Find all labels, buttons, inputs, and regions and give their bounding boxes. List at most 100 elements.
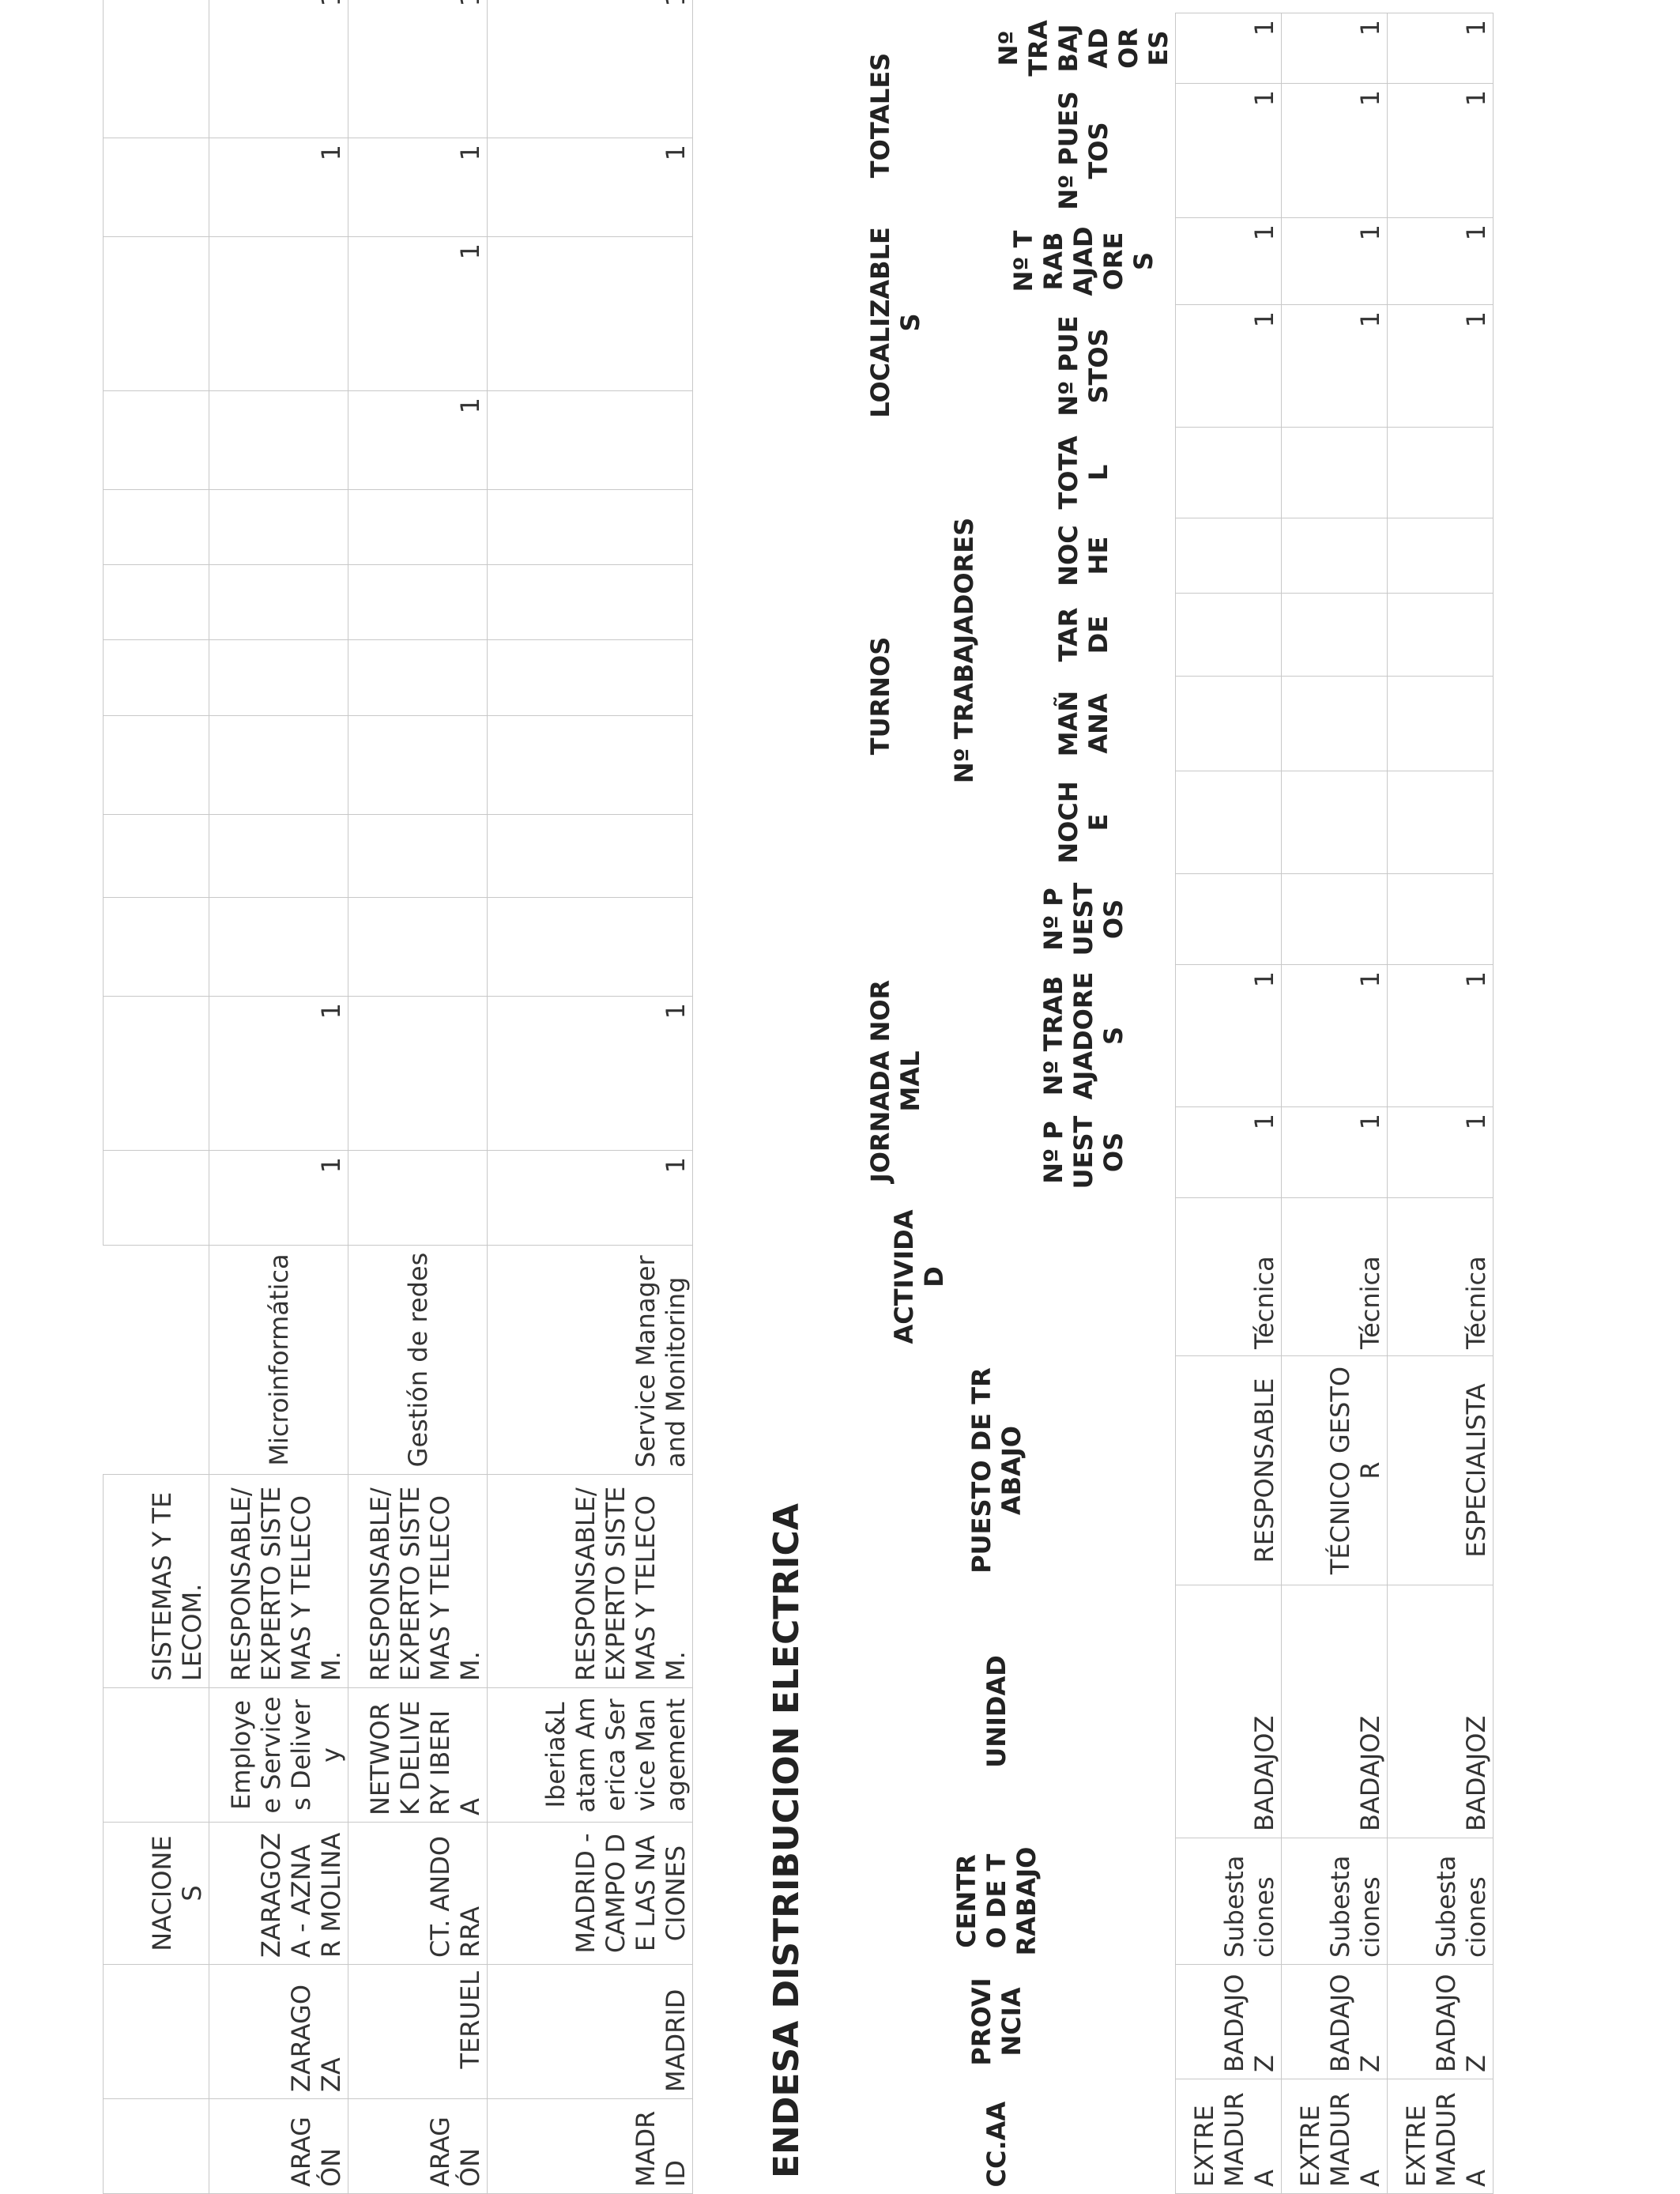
section-title: ENDESA DISTRIBUCION ELECTRICA (767, 1503, 807, 2178)
value-cell: 1 (348, 138, 488, 237)
value-cell: 1 (1387, 217, 1494, 305)
region-cell: MADRID (487, 2098, 693, 2194)
value-cell (1175, 518, 1282, 594)
value-cell (1281, 518, 1388, 594)
value-cell: 1 (1175, 217, 1282, 305)
province-cell (103, 1964, 209, 2099)
value-cell: 1 (1387, 83, 1494, 218)
header-trabajadores: Nº TRABAJADORES (949, 517, 979, 784)
value-cell (1281, 427, 1388, 518)
value-cell: 1 (1175, 1106, 1282, 1198)
unit-cell: NETWORK DELIVERY IBERIA (348, 1687, 488, 1823)
value-cell: 1 (209, 996, 348, 1151)
bottom-table-row: EXTREMADURA BADAJOZ Subestaciones BADAJO… (1175, 13, 1282, 2194)
value-cell (209, 489, 348, 565)
value-cell (103, 1150, 209, 1246)
region-cell (103, 2098, 209, 2194)
value-cell: 1 (348, 236, 488, 391)
value-cell: 1 (1281, 1106, 1388, 1198)
value-cell: 1 (1387, 304, 1494, 428)
value-cell (209, 897, 348, 997)
value-cell: 1 (348, 0, 488, 138)
bottom-table-row: EXTREMADURA BADAJOZ Subestaciones BADAJO… (1387, 13, 1494, 2194)
value-cell: 1 (1281, 304, 1388, 428)
top-table-row: NACIONES SISTEMAS Y TELECOM. (103, 0, 209, 2194)
provincia-cell: BADAJOZ (1387, 1964, 1494, 2079)
value-cell (487, 390, 693, 490)
centro-cell: Subestaciones (1387, 1838, 1494, 1965)
value-cell (1175, 427, 1282, 518)
position-cell: RESPONSABLE/EXPERTO SISTEMAS Y TELECOM. (348, 1474, 488, 1688)
activity-cell (104, 1246, 209, 1475)
province-cell: ZARAGOZA (209, 1964, 348, 2099)
activity-cell: Gestión de redes (348, 1245, 488, 1475)
value-cell (348, 715, 488, 815)
header-n-puestos: Nº PUESTOS (1053, 91, 1113, 210)
value-cell: 1 (487, 138, 693, 237)
value-cell (348, 996, 488, 1151)
header-n-trabajadores: Nº TRABAJADORES (993, 20, 1173, 77)
top-table: NACIONES SISTEMAS Y TELECOM. ARAGÓN ZARA… (103, 0, 693, 2194)
value-cell (1175, 593, 1282, 677)
unit-cell: Iberia&Latam America Service Management (487, 1687, 693, 1823)
provincia-cell: BADAJOZ (1281, 1964, 1388, 2079)
header-spacer (936, 13, 992, 428)
top-table-row: ARAGÓN TERUEL CT. ANDORRA NETWORK DELIVE… (348, 0, 488, 2194)
value-cell: 1 (209, 1150, 348, 1246)
header-unidad: UNIDAD (981, 1655, 1011, 1768)
unit-cell (103, 1687, 209, 1823)
value-cell (1387, 676, 1494, 771)
value-cell (209, 390, 348, 490)
value-cell (348, 1150, 488, 1246)
value-cell: 1 (1175, 304, 1282, 428)
value-cell: 1 (1175, 13, 1282, 84)
provincia-cell: BADAJOZ (1175, 1964, 1282, 2079)
unidad-cell: BADAJOZ (1387, 1585, 1494, 1838)
value-cell (103, 715, 209, 815)
value-cell (1175, 771, 1282, 874)
value-cell (103, 489, 209, 565)
value-cell (487, 897, 693, 997)
value-cell (1387, 427, 1494, 518)
value-cell (487, 715, 693, 815)
value-cell (348, 814, 488, 898)
header-jornada: JORNADA NORMAL (865, 979, 925, 1183)
value-cell: 1 (487, 996, 693, 1151)
header-noche: NOCHE (1053, 781, 1113, 864)
value-cell: 1 (1281, 217, 1388, 305)
top-table-row: ARAGÓN ZARAGOZA ZARAGOZA - AZNAR MOLINA … (209, 0, 348, 2194)
value-cell: 1 (348, 390, 488, 490)
header-spacer (936, 873, 992, 964)
bottom-table-row: EXTREMADURA BADAJOZ Subestaciones BADAJO… (1281, 13, 1388, 2194)
value-cell (1387, 771, 1494, 874)
center-cell: MADRID - CAMPO DE LAS NACIONES (487, 1822, 693, 1965)
header-puesto: PUESTO DE TRABAJO (966, 1367, 1026, 1574)
header-n-puestos: Nº PUESTOS (1038, 1115, 1128, 1189)
value-cell (487, 639, 693, 716)
ccaa-cell: EXTREMADURA (1281, 2079, 1388, 2194)
header-n-trabajadores: Nº TRABAJADORES (1038, 971, 1128, 1100)
value-cell (103, 814, 209, 898)
ccaa-cell: EXTREMADURA (1387, 2079, 1494, 2194)
value-cell (487, 236, 693, 391)
header-total: TOTAL (1053, 435, 1113, 510)
unidad-cell: BADAJOZ (1281, 1585, 1388, 1838)
value-cell: 1 (1281, 13, 1388, 84)
value-cell: 1 (1387, 13, 1494, 84)
value-cell (1175, 676, 1282, 771)
activity-cell: Service Manager and Monitoring (487, 1245, 693, 1475)
value-cell: 1 (1387, 1106, 1494, 1198)
value-cell: 1 (1175, 964, 1282, 1107)
header-ccaa: CC.AA (981, 2101, 1011, 2188)
value-cell: 1 (1281, 964, 1388, 1107)
actividad-cell: Técnica (1175, 1197, 1282, 1356)
activity-cell: Microinformática (209, 1245, 348, 1475)
value-cell (103, 236, 209, 391)
value-cell: 1 (1175, 83, 1282, 218)
value-cell (103, 0, 209, 138)
header-n-puestos: Nº PUESTOS (1038, 882, 1128, 956)
value-cell (487, 814, 693, 898)
value-cell: 1 (209, 138, 348, 237)
header-totales: TOTALES (865, 52, 895, 179)
